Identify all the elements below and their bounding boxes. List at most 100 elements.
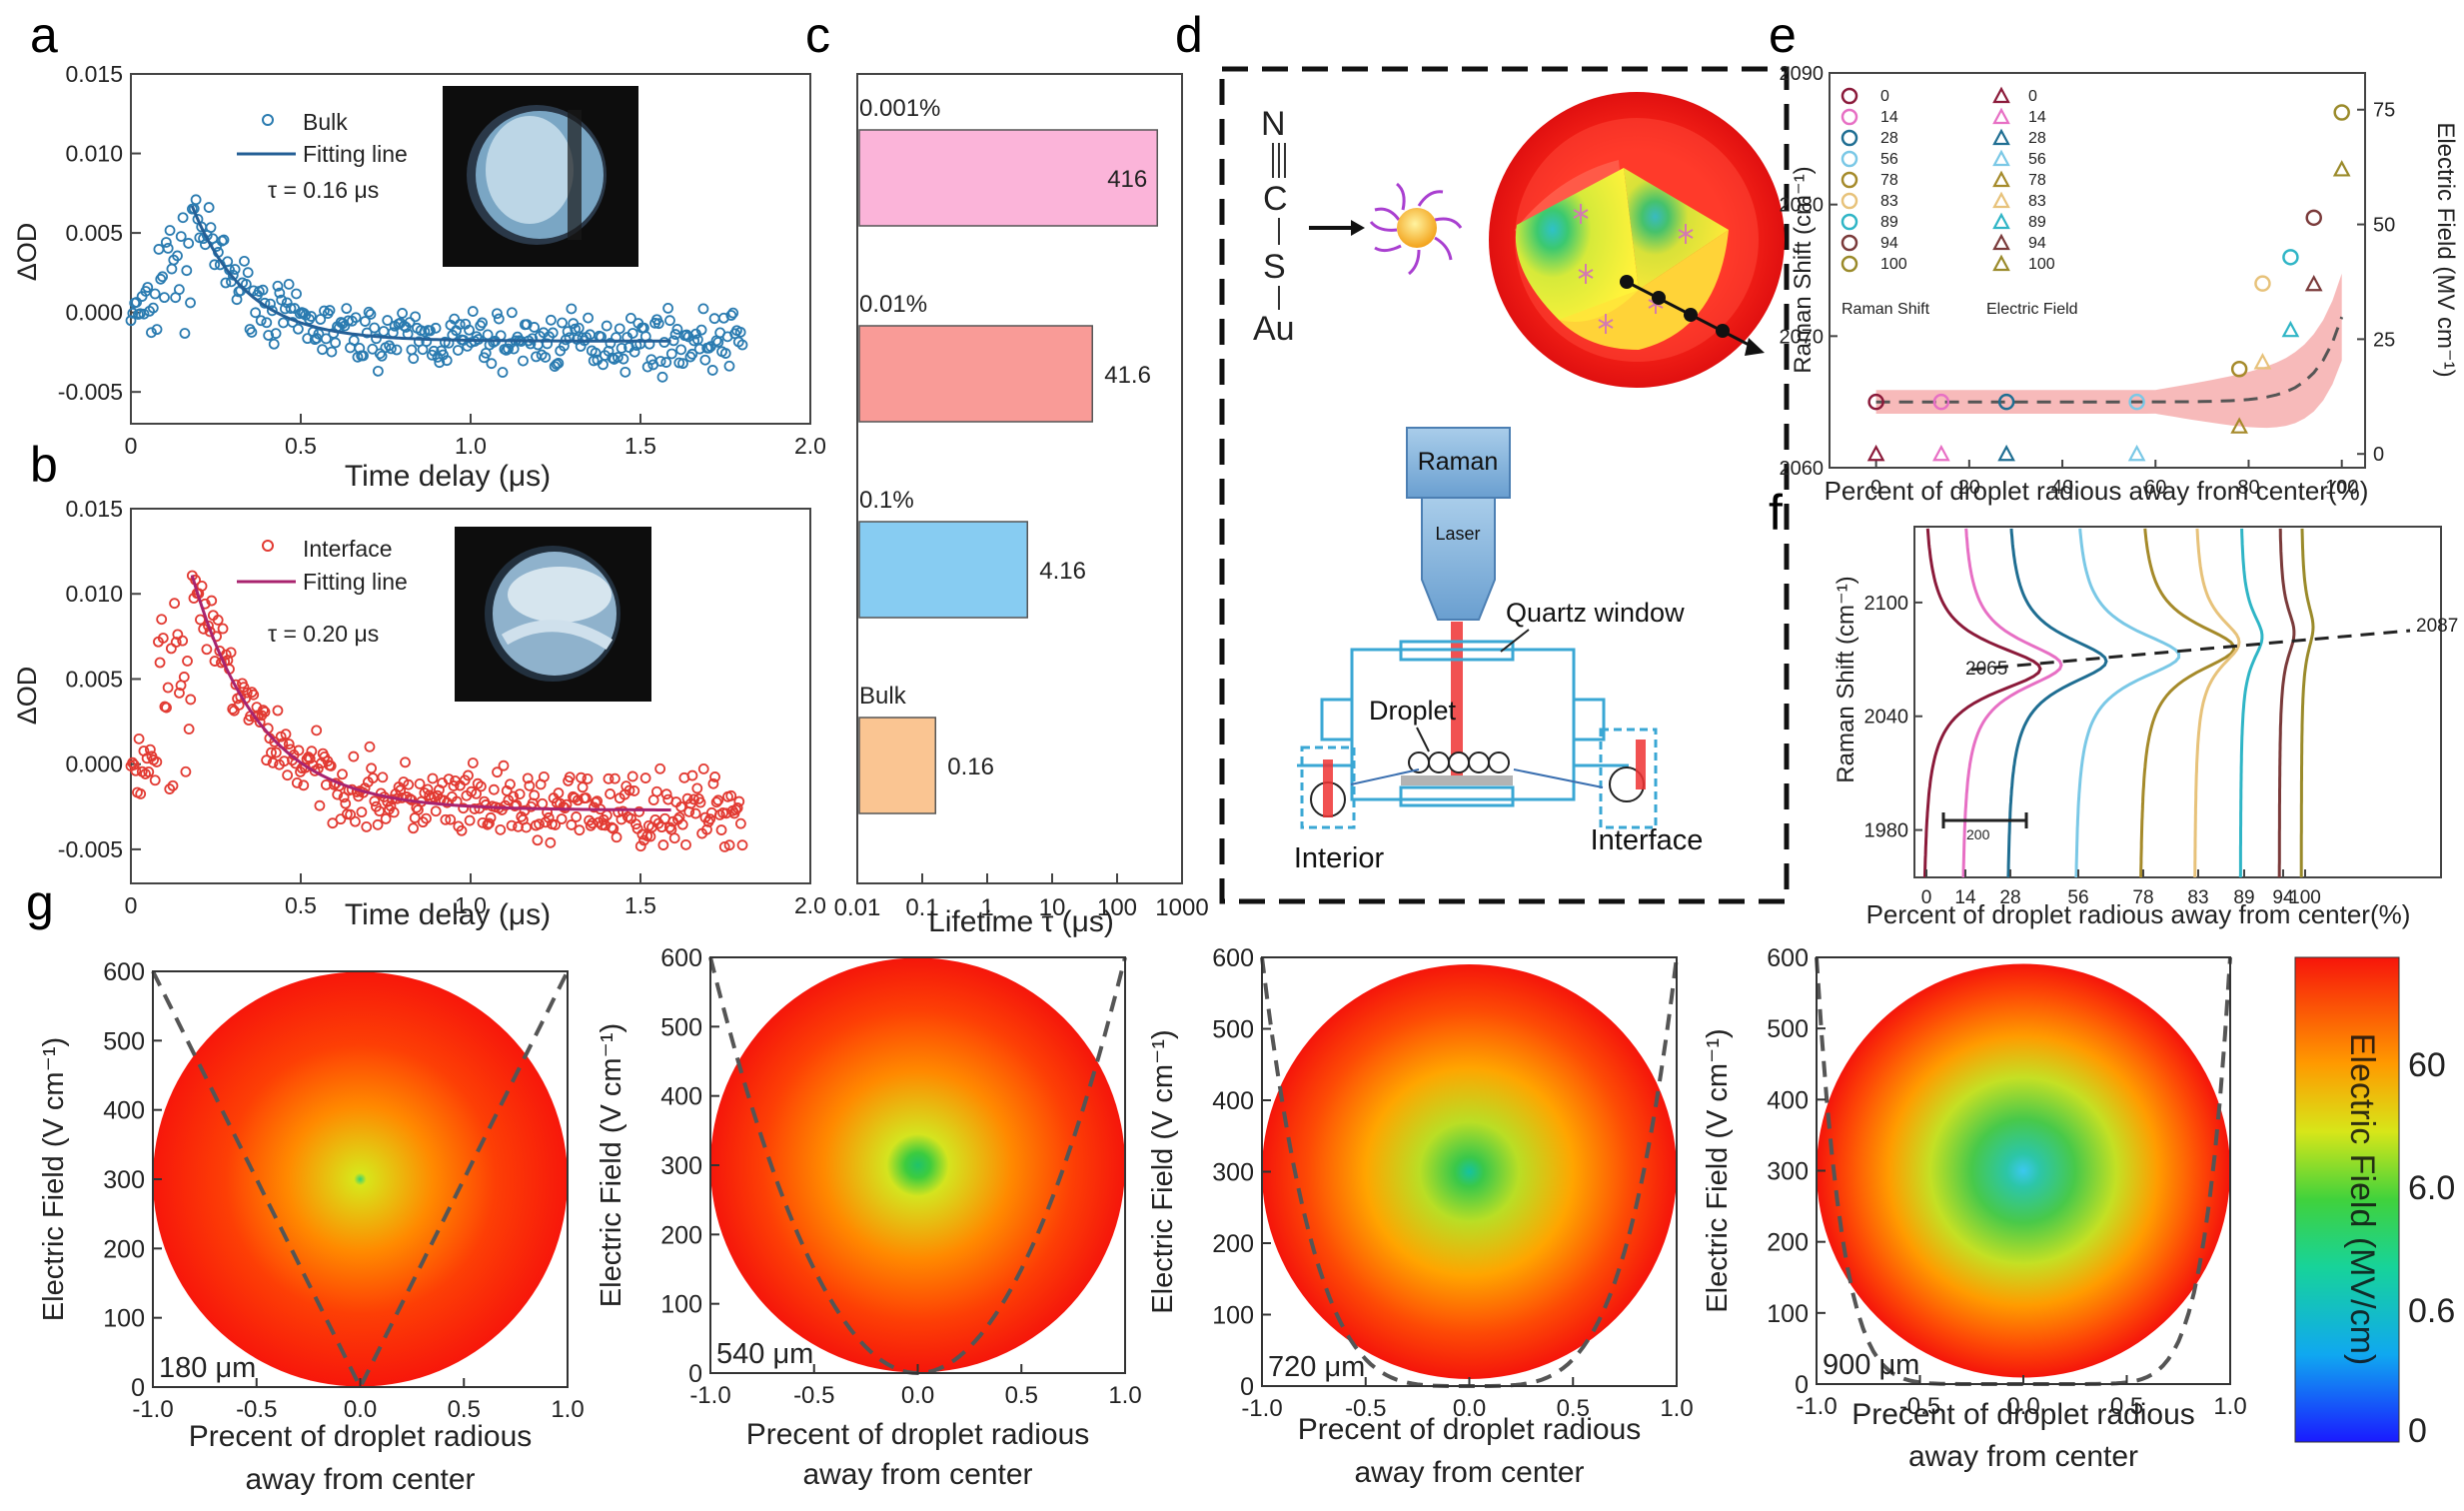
panelA-data-point <box>166 263 178 275</box>
panelB-data-point <box>157 633 169 644</box>
panel-f-xtick-label: 100 <box>2289 887 2321 908</box>
panel-c-xtick-label: 1000 <box>1155 894 1208 921</box>
panelB-data-point <box>634 840 646 852</box>
panel-g-ytick-label: 0 <box>131 1374 145 1402</box>
panel-c-xtick-label: 0.01 <box>834 894 881 921</box>
panelA-data-point <box>404 317 416 329</box>
panel-e-legend-label: 89 <box>1880 214 1898 231</box>
panel-b-inset-photo <box>455 527 651 702</box>
panel-letter-a: a <box>30 7 58 63</box>
panelA-data-point <box>430 322 442 334</box>
panel-f-scale-label: 200 <box>1966 826 1990 842</box>
panelA-ytick-label: 0.005 <box>65 220 123 246</box>
panelB-data-point <box>272 705 284 717</box>
panel-e-legend-triangle <box>1992 212 2010 230</box>
panelB-data-point <box>170 637 182 648</box>
panel-g-ytick-label: 600 <box>1212 944 1254 972</box>
panel-g-xtick-label: 0.0 <box>1453 1395 1486 1422</box>
panelA-data-point <box>218 234 230 246</box>
panel-f-ytick-label: 1980 <box>1864 820 1909 842</box>
panelB-data-point <box>553 787 565 798</box>
panelB-data-point <box>718 840 730 852</box>
interior-beam <box>1323 759 1333 817</box>
panel-b-ylabel: ΔOD <box>12 667 42 726</box>
panelB-data-point <box>506 819 518 831</box>
interior-label: Interior <box>1294 842 1385 874</box>
panel-g-ytick-label: 600 <box>1767 944 1809 972</box>
panelA-data-point <box>183 238 195 249</box>
panelA-ytick-label: 0.015 <box>65 61 123 87</box>
panelA-data-point <box>181 265 193 277</box>
panelB-data-point <box>725 789 737 801</box>
panel-e-y2tick-label: 0 <box>2373 444 2384 466</box>
panelA-data-point <box>708 313 720 325</box>
panelB-data-point <box>484 817 495 829</box>
panel-e-field-point <box>2281 320 2300 338</box>
panelB-data-point <box>480 799 492 810</box>
panel-e-legend-label: 78 <box>1880 172 1898 189</box>
panel-c-value-label: 416 <box>1107 166 1147 193</box>
panelB-data-point <box>167 779 179 791</box>
panelB-data-point <box>195 614 206 626</box>
panel-f-xtick-label: 94 <box>2272 887 2294 908</box>
panelB-data-point <box>151 756 163 767</box>
panel-f-peak-trend <box>1970 629 2411 672</box>
panelB-data-point <box>369 795 381 807</box>
panel-g-size-label: 900 μm <box>1823 1349 1919 1381</box>
panel-e-legend-triangle <box>1992 107 2010 125</box>
panelA-data-point <box>151 324 163 336</box>
panel-g-dashed-curve <box>1815 956 2232 1386</box>
panelB-data-point <box>623 784 635 796</box>
panelB-data-point <box>556 813 568 824</box>
panelA-data-point <box>175 231 187 242</box>
panel-e-legend-label: 89 <box>2028 214 2046 231</box>
panel-a-ylabel: ΔOD <box>12 223 42 282</box>
panelA-data-point <box>261 317 273 329</box>
panelA-data-point <box>326 346 338 358</box>
panelA-data-point <box>293 323 304 335</box>
panelB-data-point <box>534 818 545 830</box>
panel-f-spectrum-line <box>1922 528 2042 878</box>
panelB-data-point <box>514 788 526 799</box>
panel-e-ytick-label: 2070 <box>1780 326 1825 348</box>
panelB-data-point <box>325 760 337 771</box>
panelB-data-point <box>492 766 503 778</box>
panel-f-spectrum-line <box>2238 528 2264 878</box>
panel-c-bar <box>858 129 1158 227</box>
panelB-data-point <box>143 765 155 777</box>
panel-g-xlabel-line1: Precent of droplet radious <box>1851 1398 2195 1431</box>
panelB-data-point <box>476 780 487 792</box>
panelA-data-point <box>654 356 666 367</box>
panelB-data-point <box>654 762 666 774</box>
panel-g-heatmaps: -1.0 -0.5 0.0 0.5 1.0 600 500 400 300 200 100 0 180 … <box>38 944 2247 1496</box>
panelB-data-point <box>485 811 497 823</box>
panelB-data-point <box>626 770 638 782</box>
panel-f-spectrum-line <box>1961 528 2063 878</box>
panelB-data-point <box>162 682 174 694</box>
panel-g-xtick-label: 1.0 <box>551 1396 584 1423</box>
panel-e-xtick-label: 60 <box>2144 477 2166 499</box>
panelA-data-point <box>164 225 176 236</box>
panelA-data-point <box>662 302 673 314</box>
panel-e-legend-triangle <box>1992 191 2010 209</box>
panelA-data-point <box>684 351 696 363</box>
panelB-data-point <box>206 595 218 607</box>
panel-g-ytick-label: 0 <box>1795 1371 1809 1399</box>
panel-a-tau: τ = 0.16 μs <box>268 177 379 203</box>
panelA-data-point <box>274 287 286 299</box>
panel-g-ytick-label: 500 <box>103 1027 145 1055</box>
panelA-data-point <box>341 303 353 315</box>
panel-c-bar <box>858 521 1028 619</box>
panelB-data-point <box>574 824 586 836</box>
panel-e-chart: 0 20 40 60 80 100 2060 2070 2080 2090 0 25 50 75 0 0 14… <box>1780 63 2460 506</box>
panel-g-ytick-label: 200 <box>1212 1230 1254 1258</box>
panelB-data-point <box>676 818 688 830</box>
panelA-data-point <box>276 294 288 306</box>
panelA-data-point <box>719 348 731 359</box>
panel-g-xtick-label: 0.5 <box>1557 1395 1590 1422</box>
panelA-data-point <box>706 365 718 376</box>
panelA-data-point <box>365 309 377 320</box>
panelB-data-point <box>337 768 348 780</box>
panel-c-frame <box>856 73 1183 884</box>
